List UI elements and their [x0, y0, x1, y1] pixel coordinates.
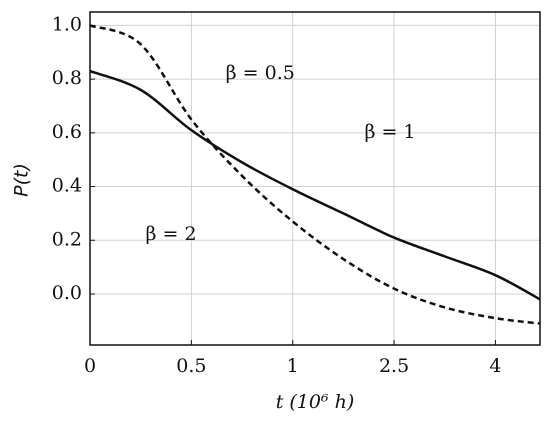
x-tick-label: 4	[489, 355, 501, 377]
y-tick-label: 1.0	[52, 13, 82, 35]
x-tick-label: 2.5	[379, 355, 409, 377]
annotation: β = 2	[146, 223, 197, 245]
x-tick-label: 0	[84, 355, 96, 377]
x-tick-label: 0.5	[176, 355, 206, 377]
y-tick-label: 0.4	[52, 175, 82, 197]
y-tick-label: 0.8	[52, 67, 82, 89]
y-tick-label: 0.2	[52, 228, 82, 250]
x-tick-label: 1	[287, 355, 299, 377]
line-series	[89, 69, 541, 301]
annotation: β = 1	[364, 121, 415, 143]
y-axis-label: P(t)	[11, 163, 33, 197]
annotation: β = 0.5	[226, 62, 295, 84]
y-tick-label: 0.0	[52, 282, 82, 304]
plot-frame	[89, 11, 541, 346]
y-tick-label: 0.6	[52, 121, 82, 143]
line-series	[89, 24, 541, 325]
x-axis-label: t (10⁶ h)	[276, 391, 355, 413]
